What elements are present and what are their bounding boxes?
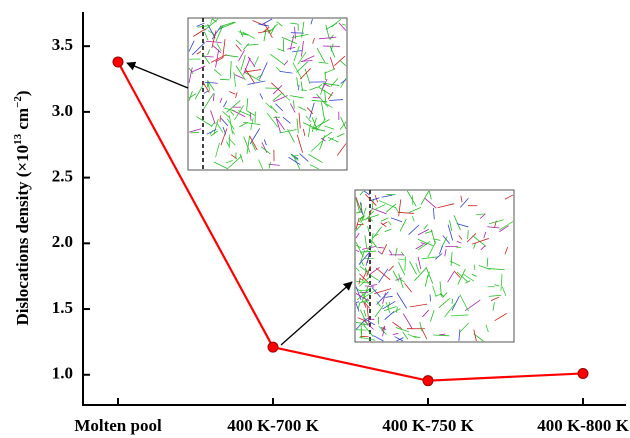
x-tick-label: 400 K-700 K: [227, 416, 319, 435]
y-tick-label: 3.0: [52, 101, 73, 120]
chart: Dislocations density (×1013 cm−2) 1.0 1.5…: [0, 0, 630, 438]
x-tick-label: 400 K-800 K: [537, 416, 629, 435]
y-tick-label: 2.5: [52, 167, 73, 186]
inset-texture: [468, 230, 469, 239]
x-tick-label: Molten pool: [74, 416, 162, 435]
y-tick-label: 3.5: [52, 35, 73, 54]
y-label-part: Dislocations density (×10: [13, 145, 32, 326]
y-label-sup: −2: [12, 96, 24, 108]
y-label-sup: 13: [12, 133, 24, 145]
y-tick-label: 1.5: [52, 298, 73, 317]
y-label-part: cm: [13, 108, 32, 134]
y-tick-label: 2.0: [52, 232, 73, 251]
y-axis-label: Dislocations density (×1013 cm−2): [12, 90, 32, 325]
data-point: [578, 368, 588, 378]
page: {"chart_data": {"type": "line", "ylabel"…: [0, 0, 630, 438]
inset-image: [188, 18, 347, 170]
y-tick-label: 1.0: [52, 364, 73, 383]
arrow: [281, 282, 352, 345]
insets: [188, 18, 514, 342]
data-point: [423, 376, 433, 386]
y-label-part: ): [13, 90, 32, 96]
arrow: [127, 63, 188, 88]
x-tick-label: 400 K-750 K: [382, 416, 474, 435]
data-point: [268, 342, 278, 352]
data-point: [113, 57, 123, 67]
